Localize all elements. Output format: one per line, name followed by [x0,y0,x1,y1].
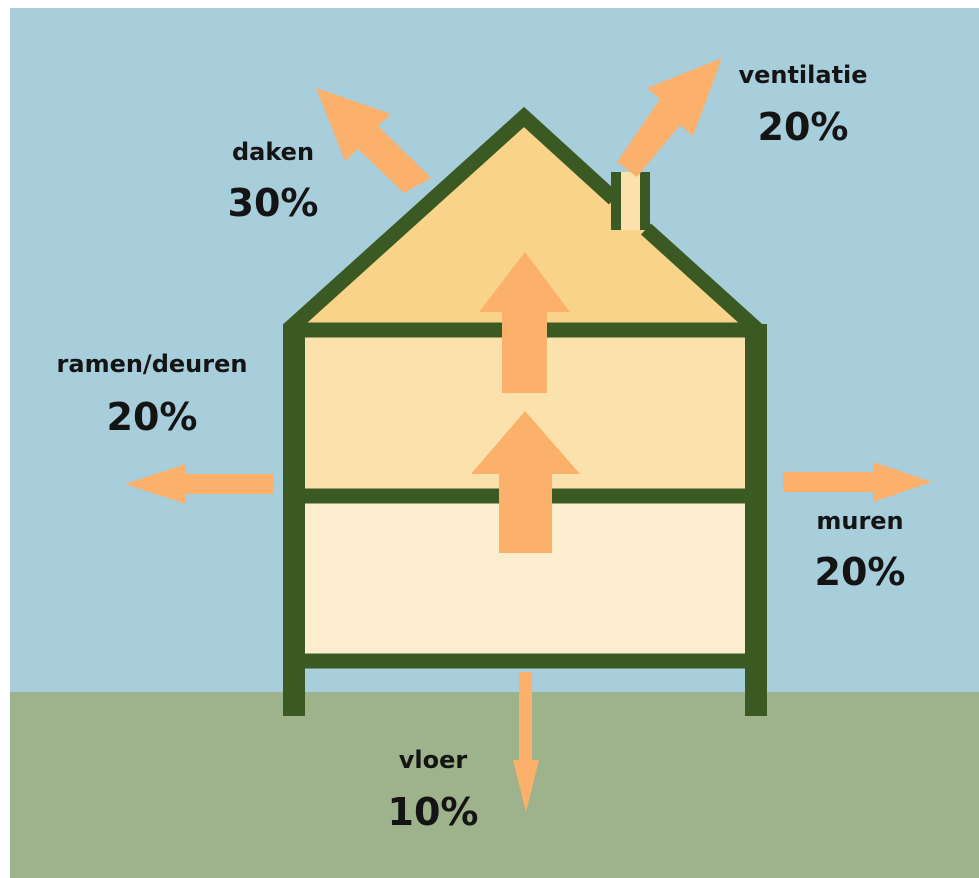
ground-background [10,692,979,878]
label-percent: 20% [107,395,198,439]
inner-arrow-up-top [479,252,570,393]
floor-loss-arrow [513,672,539,812]
chimney [611,172,650,230]
label-name: ramen/deuren [57,350,248,378]
wall-loss-arrow [783,462,932,502]
chimney-right [640,172,650,230]
label-ramen-deuren: ramen/deuren 20% [57,350,248,439]
label-ventilatie: ventilatie 20% [738,61,867,149]
label-name: muren [816,507,903,535]
label-name: ventilatie [738,61,867,89]
inner-arrow-up-bottom [471,411,580,553]
label-percent: 10% [388,790,479,834]
roof-right-slope [640,223,768,340]
label-daken: daken 30% [228,138,319,225]
label-percent: 20% [815,550,906,594]
label-name: daken [232,138,314,166]
label-percent: 30% [228,181,319,225]
window-door-loss-arrow [125,464,273,504]
attic-fill [295,117,755,330]
label-name: vloer [399,746,468,774]
label-vloer: vloer 10% [388,746,479,834]
ventilation-loss-arrow [617,58,722,177]
roof-left-slope [282,106,620,336]
chimney-left [611,172,621,230]
label-muren: muren 20% [815,507,906,594]
roof-loss-arrow [316,88,431,193]
label-percent: 20% [758,105,849,149]
